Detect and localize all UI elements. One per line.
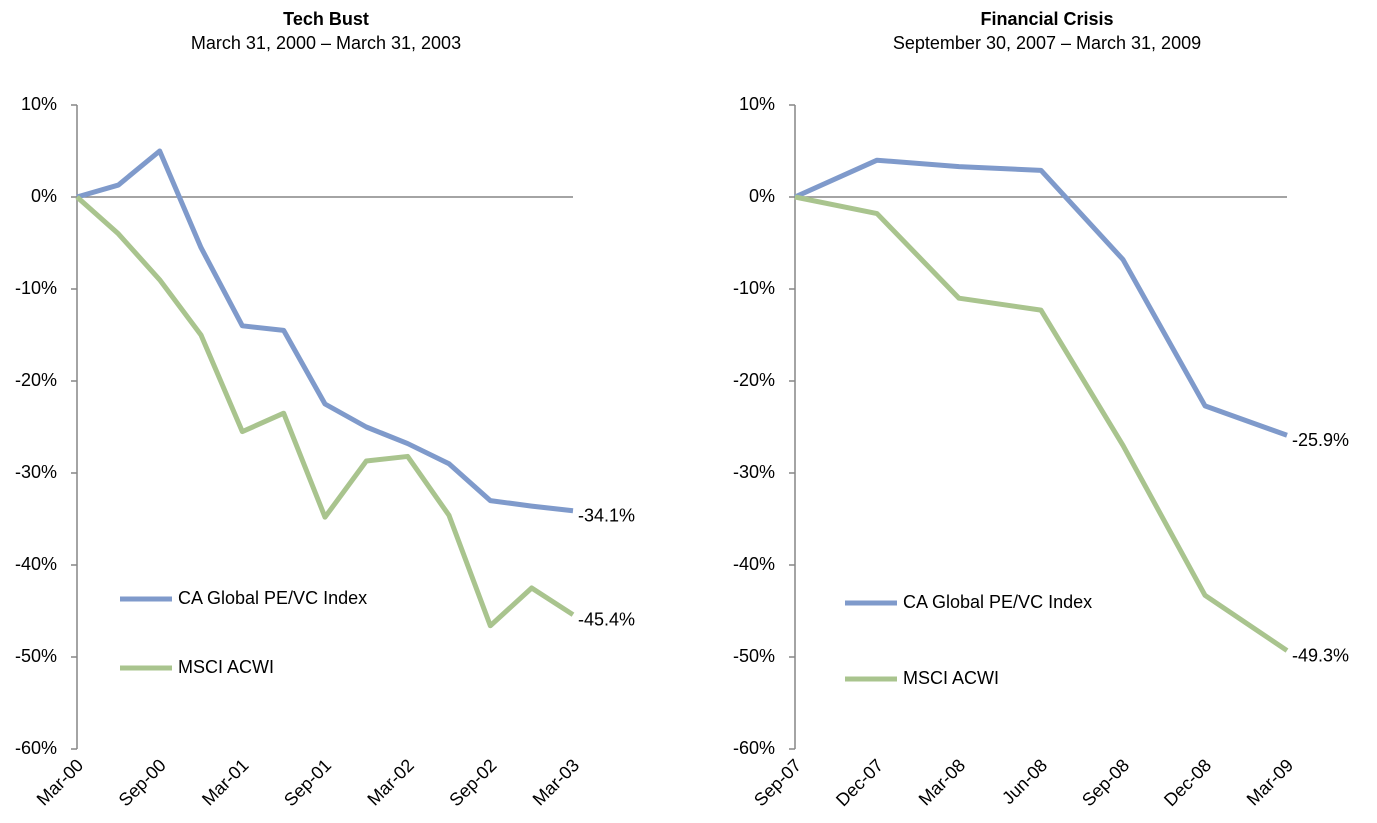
data-label: -45.4%	[578, 609, 635, 629]
chart-title: Tech Bust	[283, 9, 369, 29]
y-tick-label: -40%	[15, 554, 57, 574]
y-tick-label: -30%	[733, 462, 775, 482]
data-label: -34.1%	[578, 505, 635, 525]
x-tick-label: Sep-00	[115, 755, 170, 810]
x-tick-label: Sep-08	[1078, 755, 1133, 810]
y-tick-label: -50%	[15, 646, 57, 666]
legend-label: CA Global PE/VC Index	[903, 592, 1092, 612]
x-tick-label: Jun-08	[998, 755, 1051, 808]
chart-title: Financial Crisis	[980, 9, 1113, 29]
y-tick-label: -50%	[733, 646, 775, 666]
y-tick-label: -60%	[15, 738, 57, 758]
x-tick-label: Mar-08	[915, 755, 969, 809]
y-tick-label: -60%	[733, 738, 775, 758]
data-label: -49.3%	[1292, 645, 1349, 665]
y-tick-label: 0%	[749, 186, 775, 206]
data-label: -25.9%	[1292, 430, 1349, 450]
x-tick-label: Mar-03	[529, 755, 583, 809]
x-tick-label: Mar-01	[198, 755, 252, 809]
x-tick-label: Mar-00	[33, 755, 87, 809]
y-tick-label: 10%	[739, 94, 775, 114]
x-tick-label: Sep-07	[750, 755, 805, 810]
y-tick-label: -20%	[15, 370, 57, 390]
y-tick-label: 0%	[31, 186, 57, 206]
legend-label: CA Global PE/VC Index	[178, 588, 367, 608]
x-tick-label: Sep-01	[280, 755, 335, 810]
line-series	[76, 148, 574, 514]
legend-label: MSCI ACWI	[178, 657, 274, 677]
x-tick-label: Mar-02	[363, 755, 417, 809]
line-series	[75, 195, 575, 629]
legend-label: MSCI ACWI	[903, 668, 999, 688]
y-tick-label: 10%	[21, 94, 57, 114]
line-series	[793, 157, 1288, 438]
chart-subtitle: September 30, 2007 – March 31, 2009	[893, 33, 1201, 53]
y-tick-label: -20%	[733, 370, 775, 390]
x-tick-label: Dec-07	[832, 755, 887, 810]
y-tick-label: -10%	[733, 278, 775, 298]
x-tick-label: Mar-09	[1243, 755, 1297, 809]
chart-subtitle: March 31, 2000 – March 31, 2003	[191, 33, 461, 53]
x-tick-label: Sep-02	[445, 755, 500, 810]
y-tick-label: -10%	[15, 278, 57, 298]
y-tick-label: -40%	[733, 554, 775, 574]
x-tick-label: Dec-08	[1160, 755, 1215, 810]
line-series	[794, 194, 1289, 653]
y-tick-label: -30%	[15, 462, 57, 482]
